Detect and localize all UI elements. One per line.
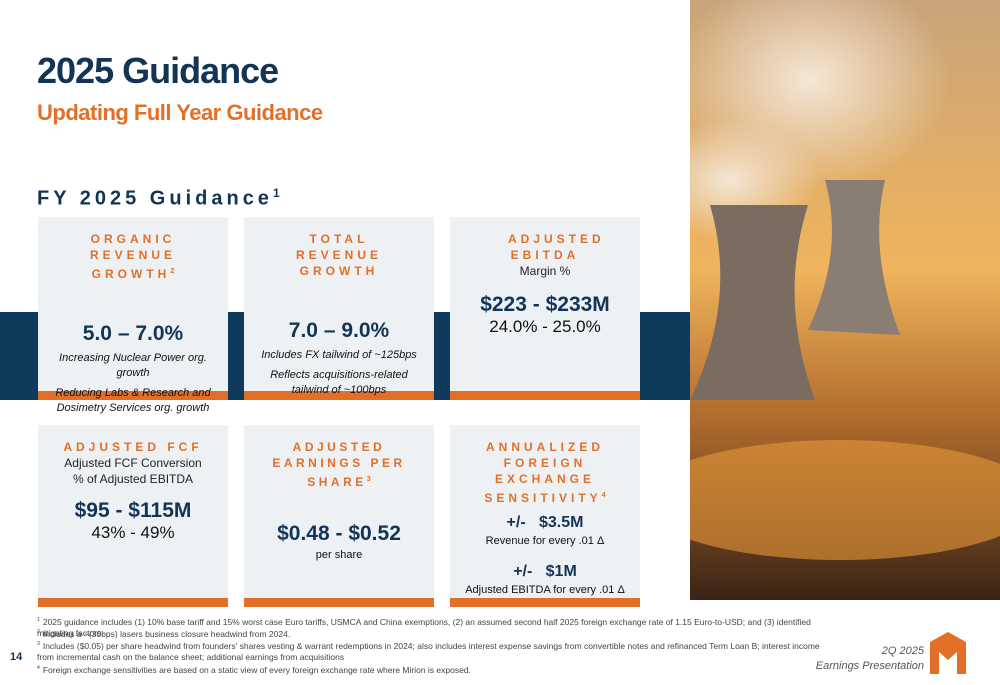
- card-value: 43% - 49%: [91, 523, 175, 542]
- footnote-mark: 3: [37, 641, 40, 647]
- footnote-ref: 4: [601, 490, 606, 499]
- footnote-text: Includes a ~(30bps) lasers business clos…: [42, 628, 291, 639]
- card-heading: TOTAL REVENUE GROWTH: [295, 232, 382, 278]
- card: TOTAL REVENUE GROWTH 7.0 – 9.0% Includes…: [244, 217, 434, 400]
- footer-line: Earnings Presentation: [815, 660, 924, 672]
- card: ADJUSTED FCF Adjusted FCF Conversion % o…: [38, 425, 228, 607]
- card-heading: ORGANIC REVENUE GROWTH: [89, 232, 176, 281]
- footnote-ref: 3: [366, 474, 371, 483]
- footnote-text: Includes ($0.05) per share headwind from…: [37, 640, 820, 662]
- title: 2025 Guidance: [37, 50, 279, 91]
- footnote-ref: 2: [170, 266, 175, 275]
- card-caption: Margin %: [519, 264, 571, 278]
- card-value: $95 - $115M: [74, 499, 192, 522]
- card-caption: per share: [315, 549, 363, 561]
- card-heading: ADJUSTED FCF: [63, 440, 203, 454]
- footnote: 1 2025 guidance includes (1) 10% base tar…: [37, 615, 837, 639]
- footnote-text: Foreign exchange sensitivities are based…: [42, 664, 471, 675]
- card-heading: ADJUSTED EBITDA: [508, 232, 605, 262]
- fx-value: +/- $3.5M: [506, 514, 584, 531]
- subtitle: Updating Full Year Guidance: [37, 100, 323, 125]
- card-value: 7.0 – 9.0%: [288, 319, 390, 342]
- logo: [930, 632, 966, 674]
- card-detail: Increasing Nuclear Power org. growth: [59, 352, 207, 379]
- footnote-mark: 4: [37, 665, 40, 671]
- card: ANNUALIZED FOREIGN EXCHANGE SENSITIVITY4…: [450, 425, 640, 607]
- card-value: 24.0% - 25.0%: [489, 317, 601, 336]
- card-value: 5.0 – 7.0%: [82, 322, 184, 345]
- card-detail: Reflects acquisitions-related tailwind o…: [270, 369, 408, 396]
- section-text: FY 2025 Guidance: [37, 187, 273, 210]
- footnote-text: 2025 guidance includes (1) 10% base tari…: [37, 616, 811, 638]
- footnote: 3 Includes ($0.05) per share headwind fro…: [37, 639, 837, 663]
- card-heading: ANNUALIZED FOREIGN EXCHANGE SENSITIVITY: [484, 440, 604, 505]
- fx-value: +/- $1M: [513, 563, 577, 580]
- fx-desc: Adjusted EBITDA for every .01 Δ: [465, 584, 625, 596]
- footnote: 2 Includes a ~(30bps) lasers business clo…: [37, 627, 837, 640]
- footnote: 4 Foreign exchange sensitivities are base…: [37, 663, 837, 676]
- footnote-ref: 1: [272, 186, 280, 200]
- footer-label: 2Q 2025 Earnings Presentation: [784, 644, 924, 674]
- card-value: $223 - $233M: [480, 293, 610, 316]
- card-value: $0.48 - $0.52: [277, 522, 401, 545]
- card-heading: ADJUSTED EARNINGS PER SHARE: [272, 440, 406, 489]
- card-detail: Reducing Labs & Research and Dosimetry S…: [55, 387, 211, 414]
- card-caption: Adjusted FCF Conversion: [64, 456, 202, 470]
- photo: [690, 0, 1000, 600]
- card: ADJUSTED EBITDA Margin % $223 - $233M 24…: [450, 217, 640, 400]
- section-title: FY 2025 Guidance1: [37, 186, 280, 211]
- fx-desc: Revenue for every .01 Δ: [485, 535, 605, 547]
- card-detail: Includes FX tailwind of ~125bps: [261, 349, 417, 361]
- page-number: 14: [10, 651, 23, 663]
- card: ORGANIC REVENUE GROWTH2 5.0 – 7.0% Incre…: [38, 217, 228, 414]
- footer-line: 2Q 2025: [881, 645, 924, 657]
- footnote-mark: 2: [37, 629, 40, 635]
- card: ADJUSTED EARNINGS PER SHARE3 $0.48 - $0.…: [244, 425, 434, 607]
- card-caption: % of Adjusted EBITDA: [72, 472, 194, 486]
- footnote-mark: 1: [37, 617, 40, 623]
